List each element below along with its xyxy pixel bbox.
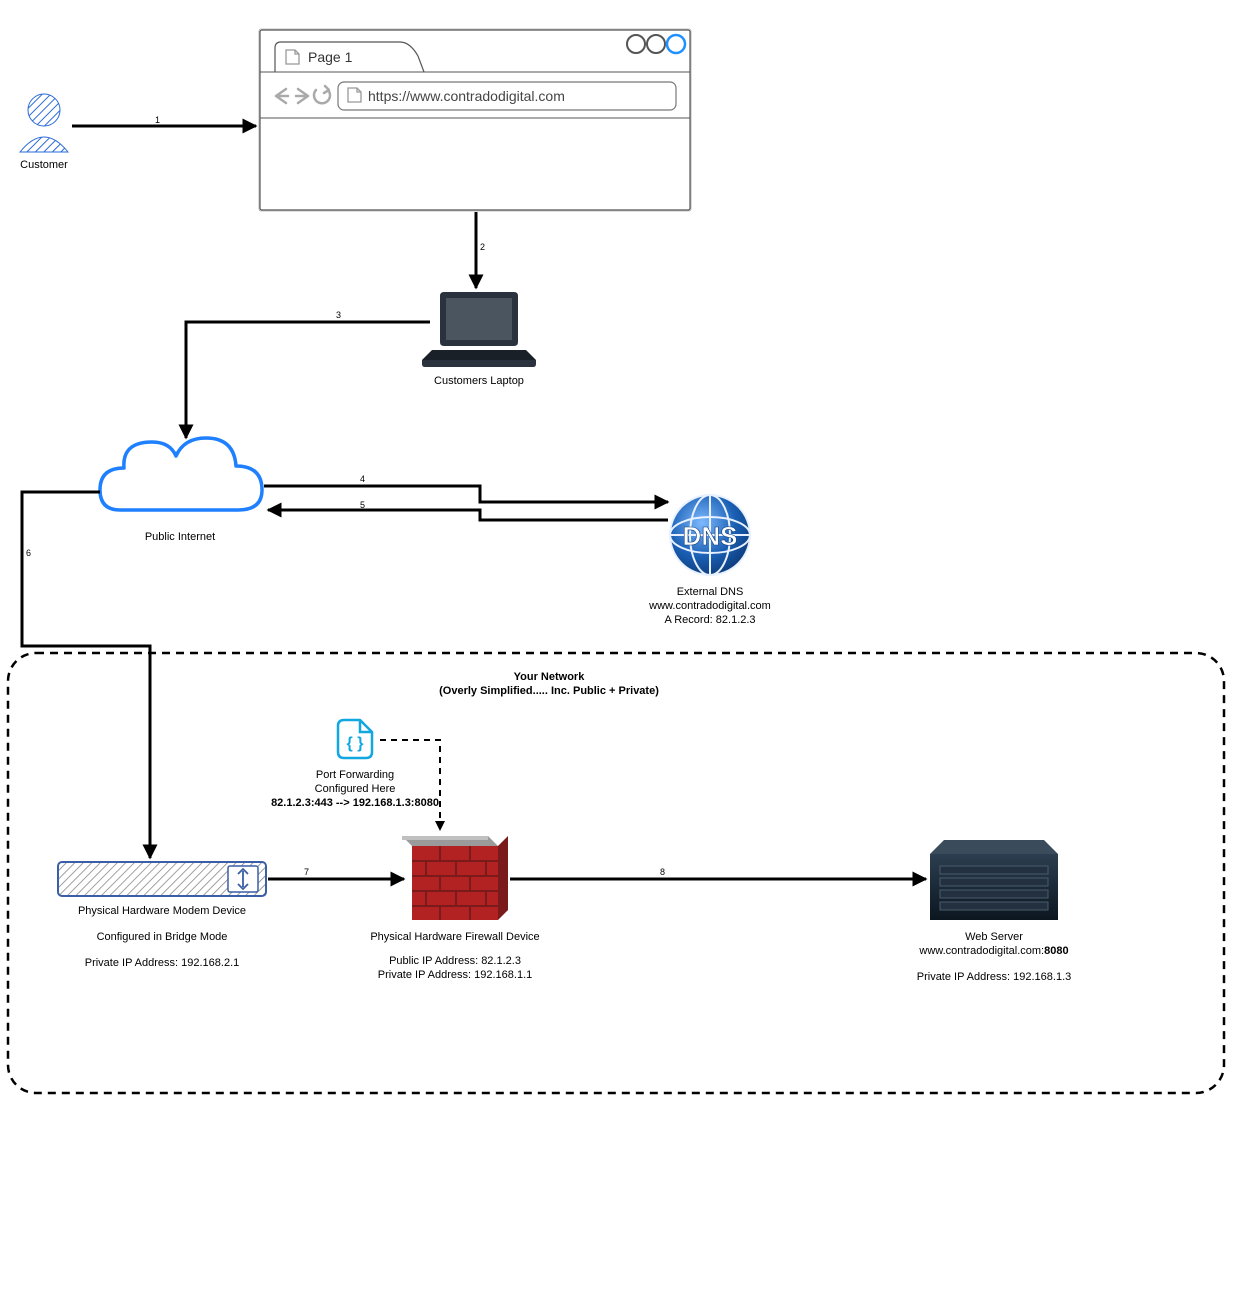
dns-node: DNS External DNS www.contradodigital.com… <box>648 495 771 626</box>
modem-line2: Configured in Bridge Mode <box>97 931 228 943</box>
firewall-line3: Private IP Address: 192.168.1.1 <box>378 969 533 981</box>
edge-4-label: 4 <box>360 474 365 484</box>
edge-6 <box>22 492 150 858</box>
edge-6-label: 6 <box>26 548 31 558</box>
edge-8-label: 8 <box>660 867 665 877</box>
edge-1-label: 1 <box>155 115 160 125</box>
modem-line3: Private IP Address: 192.168.2.1 <box>85 957 240 969</box>
network-subtitle: (Overly Simplified..... Inc. Public + Pr… <box>439 685 659 697</box>
edge-3-label: 3 <box>336 310 341 320</box>
portfwd-line3: 82.1.2.3:443 --> 192.168.1.3:8080 <box>271 797 439 809</box>
laptop-label: Customers Laptop <box>434 375 524 387</box>
json-icon: { } <box>338 720 372 758</box>
customer-node: Customer <box>20 94 68 171</box>
customer-label: Customer <box>20 159 68 171</box>
edge-2-label: 2 <box>480 242 485 252</box>
edge-3 <box>186 322 430 438</box>
portfwd-line2: Configured Here <box>315 783 396 795</box>
modem-title: Physical Hardware Modem Device <box>78 905 246 917</box>
server-node: Web Server www.contradodigital.com:8080 … <box>917 840 1072 983</box>
firewall-node: Physical Hardware Firewall Device Public… <box>370 836 539 981</box>
edge-5-label: 5 <box>360 500 365 510</box>
modem-node: Physical Hardware Modem Device Configure… <box>58 862 266 969</box>
dns-glyph: DNS <box>683 521 738 551</box>
port-forward-node: { } Port Forwarding Configured Here 82.1… <box>271 720 439 809</box>
edge-7-label: 7 <box>304 867 309 877</box>
edge-4 <box>264 486 668 502</box>
firewall-line2: Public IP Address: 82.1.2.3 <box>389 955 521 967</box>
browser-window: Page 1 https://www.contradodigital.com <box>259 29 691 211</box>
browser-tab-label: Page 1 <box>308 49 353 65</box>
svg-text:www.contradodigital.com:8080: www.contradodigital.com:8080 <box>918 945 1068 957</box>
cloud-label: Public Internet <box>145 531 215 543</box>
dns-line3: A Record: 82.1.2.3 <box>664 614 755 626</box>
network-diagram: Page 1 https://www.contradodigital.com C… <box>0 0 1239 1313</box>
laptop-node: Customers Laptop <box>422 292 536 387</box>
portfwd-line1: Port Forwarding <box>316 769 394 781</box>
server-line3: Private IP Address: 192.168.1.3 <box>917 971 1072 983</box>
network-title: Your Network <box>514 671 586 683</box>
browser-url: https://www.contradodigital.com <box>368 88 565 104</box>
svg-text:{ }: { } <box>347 735 364 752</box>
dns-title: External DNS <box>677 586 744 598</box>
server-title: Web Server <box>965 931 1023 943</box>
dns-line2: www.contradodigital.com <box>648 600 771 612</box>
firewall-title: Physical Hardware Firewall Device <box>370 931 539 943</box>
server-line2b: 8080 <box>1044 945 1068 957</box>
edge-5 <box>268 510 668 520</box>
server-line2a: www.contradodigital.com: <box>918 945 1044 957</box>
cloud-node: Public Internet <box>100 438 262 543</box>
